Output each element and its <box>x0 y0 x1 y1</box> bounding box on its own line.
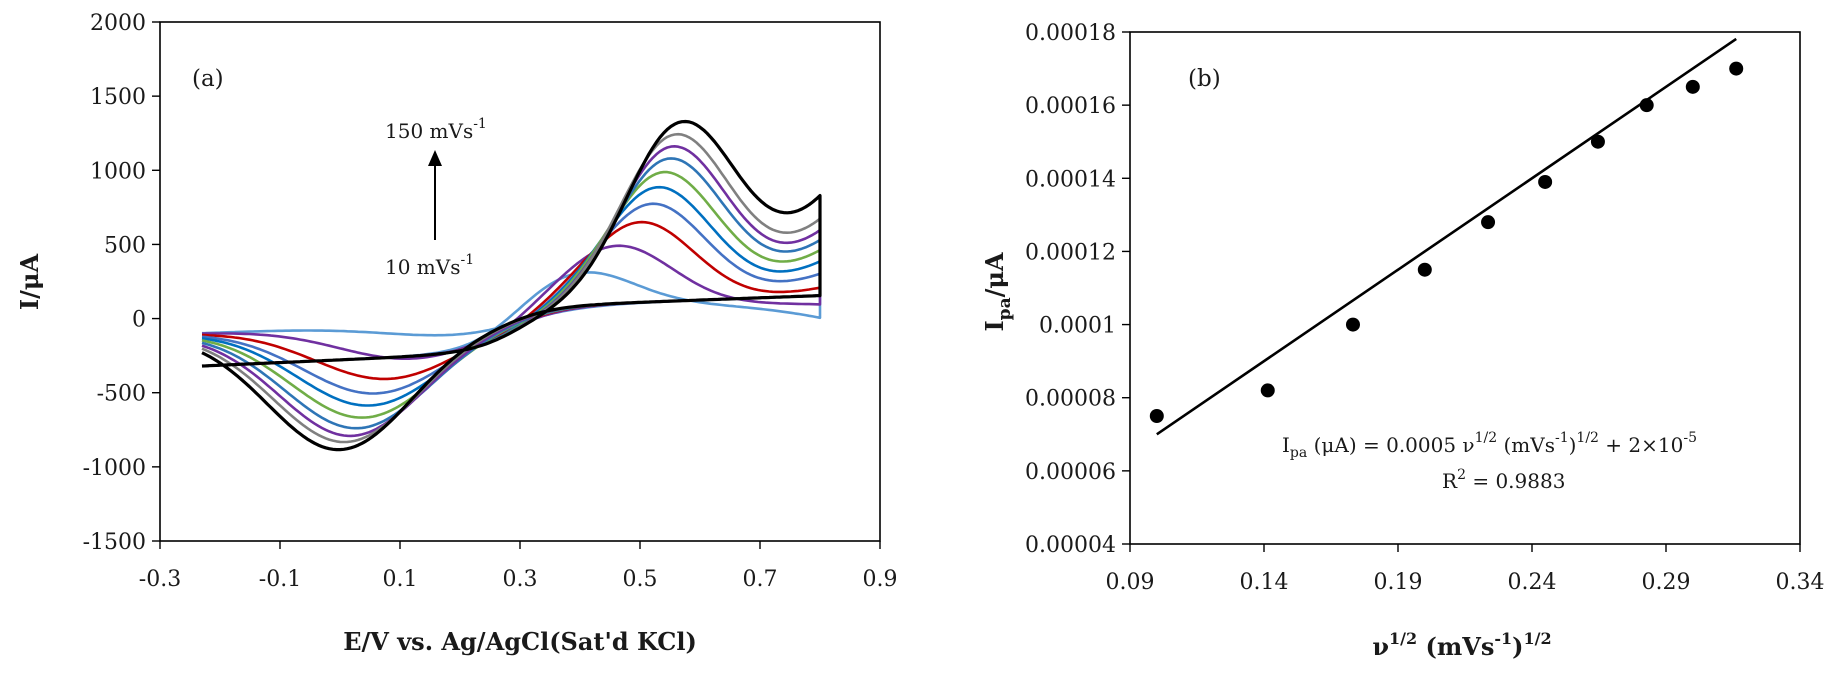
panel-a-y-tick-label: -500 <box>97 382 146 407</box>
panel-a-x-tick-label: 0.7 <box>743 567 778 592</box>
panel-a-y-tick-label: 1000 <box>90 159 146 184</box>
panel-a-x-tick-label: 0.5 <box>623 567 658 592</box>
panel-b-data-point <box>1260 383 1275 398</box>
panel-a-label: (a) <box>192 66 224 92</box>
panel-b-data-point <box>1685 79 1700 94</box>
panel-a: 2000 1500 1000 500 0 -500 -1000 -1500 -0.3 -0.1 0… <box>15 11 898 656</box>
panel-a-y-tick-label: -1500 <box>83 530 146 555</box>
panel-a-y-tick-label: -1000 <box>83 456 146 481</box>
panel-b-fit-line <box>1156 37 1737 436</box>
panel-b-r-squared: R2 = 0.9883 <box>1442 467 1565 493</box>
panel-b-data-point <box>1590 134 1605 149</box>
panel-b: 0.00018 0.00016 0.00014 0.00012 0.0001 0.0000… <box>980 21 1824 661</box>
panel-a-x-tick-label: 0.1 <box>383 567 418 592</box>
panel-b-plot-frame <box>1129 31 1801 545</box>
panel-b-data-point <box>1481 215 1496 230</box>
panel-b-y-tick-label: 0.00006 <box>1025 460 1116 485</box>
panel-a-x-tick-label: -0.1 <box>259 567 301 592</box>
panel-a-x-tick-label: 0.9 <box>863 567 898 592</box>
panel-b-data-point <box>1729 61 1744 76</box>
panel-a-cv-curve <box>201 145 822 438</box>
panel-b-points <box>1149 61 1744 423</box>
panel-a-y-tick-label: 1500 <box>90 85 146 110</box>
panel-a-y-ticks: 2000 1500 1000 500 0 -500 -1000 -1500 <box>83 11 160 555</box>
panel-b-y-tick-label: 0.00004 <box>1025 533 1116 558</box>
panel-b-data-point <box>1538 174 1553 189</box>
panel-b-x-tick-label: 0.24 <box>1508 570 1557 595</box>
panel-b-fit-line-group <box>1156 37 1737 436</box>
panel-b-data-point <box>1639 98 1654 113</box>
panel-b-y-tick-label: 0.00018 <box>1025 21 1116 46</box>
panel-b-y-tick-label: 0.00014 <box>1025 167 1116 192</box>
panel-b-x-tick-label: 0.14 <box>1240 570 1289 595</box>
panel-a-y-tick-label: 2000 <box>90 11 146 36</box>
panel-a-annotation-bottom: 10 mVs-1 <box>385 252 474 279</box>
panel-a-y-tick-label: 0 <box>132 308 146 333</box>
panel-b-x-tick-label: 0.29 <box>1642 570 1691 595</box>
panel-b-x-ticks: 0.09 0.14 0.19 0.24 0.29 0.34 <box>1106 544 1825 595</box>
panel-a-cv-curve <box>201 132 822 444</box>
panel-a-y-axis-title: I/μA <box>15 254 44 311</box>
panel-a-annotation-top: 150 mVs-1 <box>385 116 487 143</box>
panel-b-data-point <box>1149 409 1164 423</box>
panel-a-x-tick-label: 0.3 <box>503 567 538 592</box>
panel-b-y-tick-label: 0.00012 <box>1025 240 1116 265</box>
panel-b-x-tick-label: 0.09 <box>1106 570 1155 595</box>
panel-b-x-axis-title: ν1/2 (mVs-1)1/2 <box>1372 629 1551 661</box>
panel-b-y-tick-label: 0.00008 <box>1025 387 1116 412</box>
panel-b-y-axis-title: Ipa/μA <box>980 252 1015 331</box>
panel-b-equation: Ipa (μA) = 0.0005 ν1/2 (mVs-1)1/2 + 2×10… <box>1282 430 1697 461</box>
panel-a-curves <box>201 119 822 452</box>
panel-b-data-point <box>1417 262 1432 277</box>
panel-b-y-tick-label: 0.00016 <box>1025 94 1116 119</box>
panel-a-x-ticks: -0.3 -0.1 0.1 0.3 0.5 0.7 0.9 <box>139 541 898 592</box>
panel-a-cv-curve <box>201 119 822 452</box>
panel-a-x-tick-label: -0.3 <box>139 567 181 592</box>
panel-b-y-tick-label: 0.0001 <box>1039 314 1116 339</box>
panel-b-x-tick-label: 0.19 <box>1374 570 1423 595</box>
panel-a-y-tick-label: 500 <box>104 233 146 258</box>
panel-a-x-axis-title: E/V vs. Ag/AgCl(Sat'd KCl) <box>343 627 697 656</box>
panel-b-x-tick-label: 0.34 <box>1776 570 1825 595</box>
panel-b-label: (b) <box>1188 66 1221 92</box>
panel-a-arrowhead-icon <box>428 150 442 166</box>
panel-b-y-ticks: 0.00018 0.00016 0.00014 0.00012 0.0001 0.0000… <box>1025 21 1130 558</box>
panel-b-data-point <box>1345 317 1360 332</box>
